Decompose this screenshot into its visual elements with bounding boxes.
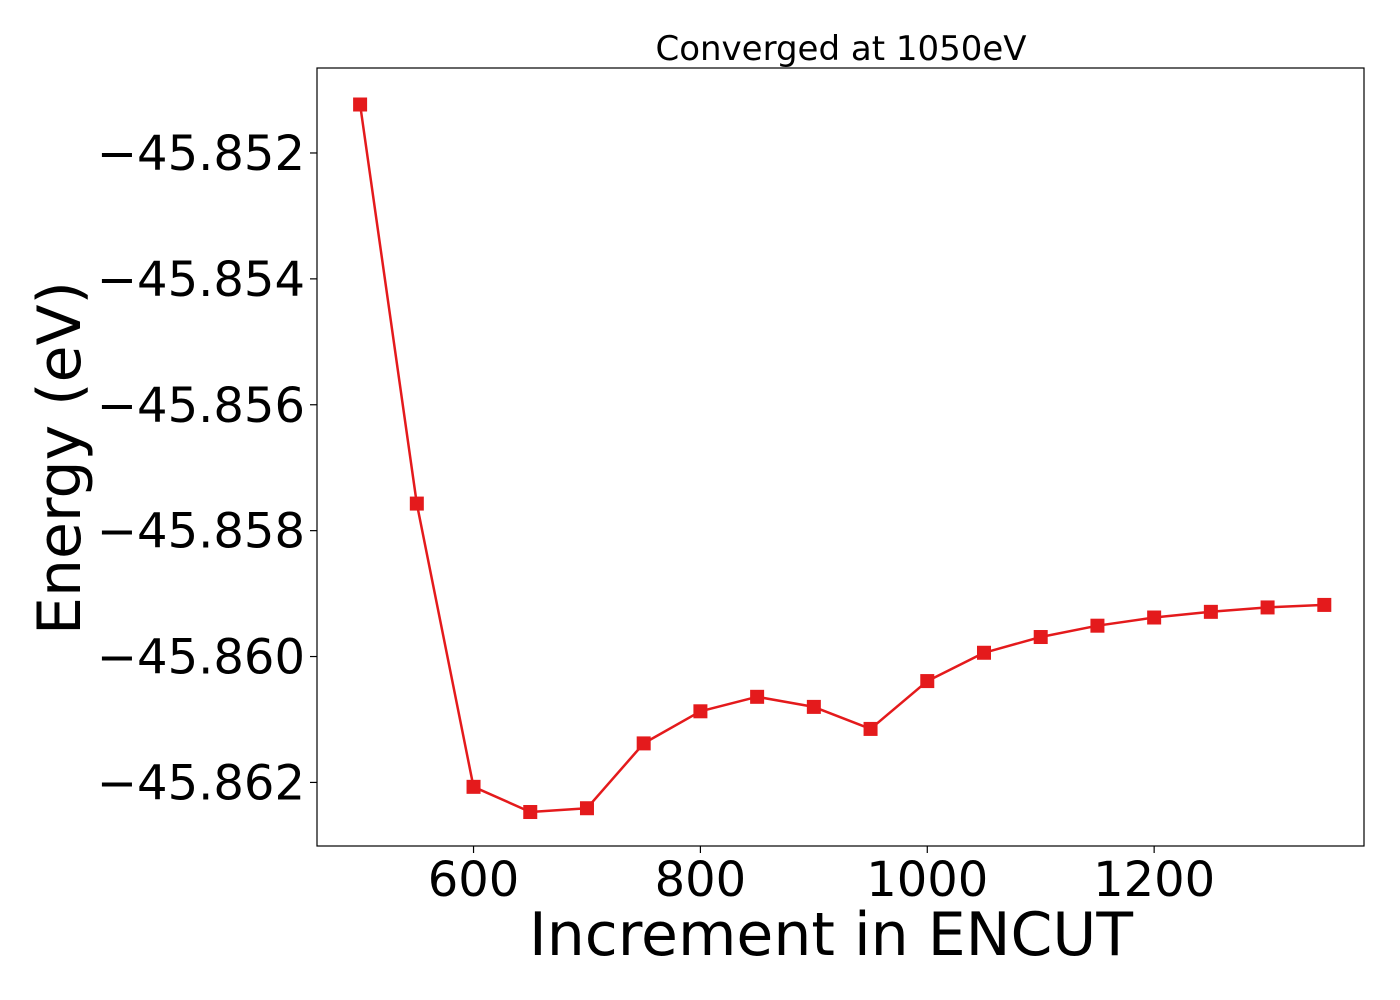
x-axis: 600 800 1000 1200 [428, 846, 1215, 908]
data-point [353, 97, 368, 112]
data-point [579, 801, 594, 816]
y-tick-label: −45.856 [97, 378, 305, 434]
y-axis: −45.852 −45.854 −45.856 −45.858 −45.860 −45.8… [97, 126, 317, 811]
x-tick-label: 800 [655, 852, 747, 908]
data-point [523, 805, 538, 820]
y-axis-label: Energy (eV) [25, 281, 95, 635]
x-tick-label: 1200 [1093, 852, 1215, 908]
y-tick-label: −45.860 [97, 630, 305, 686]
y-tick-label: −45.854 [97, 252, 305, 308]
y-tick-label: −45.862 [97, 755, 305, 811]
data-point [466, 779, 481, 794]
data-point [1147, 610, 1162, 625]
data-point [636, 736, 651, 751]
data-point [693, 704, 708, 719]
y-tick-label: −45.858 [97, 504, 305, 560]
data-point [1033, 630, 1048, 645]
plot-frame [316, 67, 1365, 847]
data-point [409, 496, 424, 511]
plot-area [353, 97, 1332, 820]
chart-title: Converged at 1050eV [655, 29, 1026, 69]
data-point [1317, 597, 1332, 612]
data-point [920, 674, 935, 689]
data-point [750, 689, 765, 704]
data-point [806, 699, 821, 714]
data-point [1203, 604, 1218, 619]
data-point [863, 721, 878, 736]
x-axis-label: Increment in ENCUT [529, 900, 1133, 970]
x-tick-label: 600 [428, 852, 520, 908]
data-point [976, 645, 991, 660]
y-tick-label: −45.852 [97, 126, 305, 182]
data-point [1090, 618, 1105, 633]
data-point [1260, 600, 1275, 615]
series-line [358, 104, 1325, 814]
x-tick-label: 1000 [866, 852, 988, 908]
